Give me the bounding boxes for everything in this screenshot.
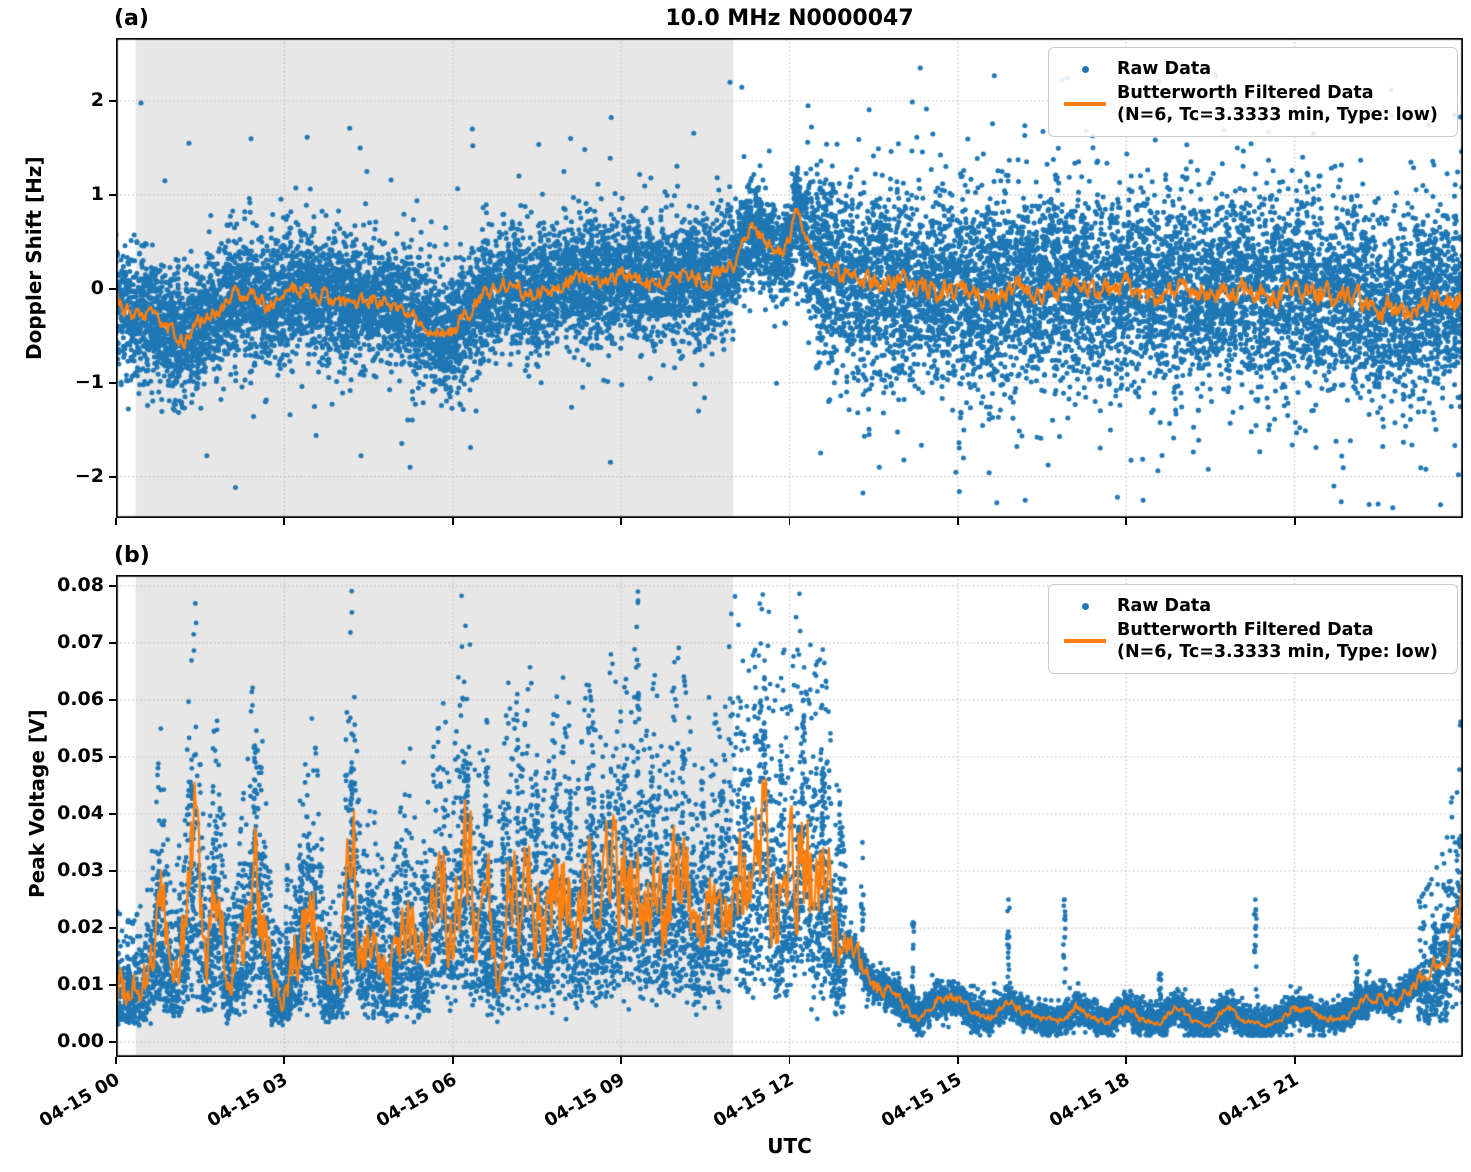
x-tick-label-text: 04-15 12 (709, 1069, 797, 1132)
y-tick-mark (109, 100, 116, 102)
y-tick-mark (109, 927, 116, 929)
x-tick-mark (1293, 1057, 1296, 1064)
legend-b: Raw Data Butterworth Filtered Data (N=6,… (1048, 584, 1458, 674)
y-tick-mark (109, 756, 116, 758)
x-tick-mark (620, 1057, 623, 1064)
y-tick-mark (109, 699, 116, 701)
y-tick-label: 0.07 (57, 630, 104, 653)
x-tick-mark (956, 518, 959, 525)
y-tick-label: 1 (90, 182, 104, 205)
x-tick-mark (1125, 518, 1128, 525)
x-tick-mark (788, 518, 791, 525)
y-tick-label: −2 (74, 464, 104, 487)
legend-item-raw-data: Raw Data (1059, 595, 1447, 617)
y-tick-label: 0.08 (57, 573, 104, 596)
x-axis-label: UTC (767, 1134, 812, 1158)
x-tick-mark (1293, 518, 1296, 525)
x-tick-label-text: 04-15 21 (1214, 1069, 1303, 1132)
legend-item-filtered-data: Butterworth Filtered Data (N=6, Tc=3.333… (1059, 619, 1447, 663)
y-tick-mark (109, 381, 116, 384)
x-tick-mark (115, 1057, 117, 1064)
x-tick-label-text: 04-15 18 (1046, 1069, 1134, 1132)
figure-title: 10.0 MHz N0000047 (665, 6, 914, 31)
y-tick-mark (109, 641, 116, 644)
y-tick-mark (109, 475, 116, 478)
y-tick-mark (109, 870, 116, 872)
legend-a: Raw Data Butterworth Filtered Data (N=6,… (1048, 47, 1458, 137)
y-tick-label: 0.00 (57, 1030, 104, 1053)
x-tick-mark (956, 1057, 959, 1064)
y-tick-label: 0.06 (57, 687, 104, 710)
x-tick-mark (283, 518, 286, 525)
y-tick-mark (109, 984, 116, 987)
panel-b-label: (b) (114, 543, 150, 568)
y-tick-mark (109, 1041, 116, 1044)
x-tick-mark (1125, 1057, 1128, 1064)
y-tick-mark (109, 193, 116, 196)
y-tick-label: 0.05 (57, 744, 104, 767)
y-tick-label: 0.02 (57, 916, 104, 939)
legend-raw-label: Raw Data (1117, 596, 1212, 616)
raw-data-dot-marker-icon (1081, 602, 1089, 610)
panel-a-label: (a) (114, 6, 149, 31)
x-tick-label-text: 04-15 03 (204, 1069, 292, 1132)
y-tick-label: 0.03 (57, 859, 104, 882)
y-tick-mark (109, 584, 116, 587)
filtered-data-line-marker-icon (1064, 639, 1106, 643)
legend-filtered-label: Butterworth Filtered Data (1117, 83, 1374, 103)
y-tick-label: −1 (74, 370, 104, 393)
x-tick-mark (620, 518, 623, 525)
x-tick-label-text: 04-15 00 (36, 1069, 124, 1132)
legend-filtered-sublabel: (N=6, Tc=3.3333 min, Type: low) (1117, 642, 1438, 662)
legend-raw-label: Raw Data (1117, 59, 1212, 79)
x-tick-label-text: 04-15 06 (372, 1069, 461, 1132)
x-tick-mark (451, 518, 454, 525)
legend-item-filtered-data: Butterworth Filtered Data (N=6, Tc=3.333… (1059, 82, 1447, 126)
legend-filtered-sublabel: (N=6, Tc=3.3333 min, Type: low) (1117, 105, 1438, 125)
y-tick-label: 0.01 (57, 973, 104, 996)
raw-data-dot-marker-icon (1081, 65, 1089, 73)
y-tick-label: 0 (90, 276, 104, 299)
y-tick-mark (109, 813, 116, 815)
y-tick-mark (109, 287, 116, 290)
x-tick-mark (283, 1057, 286, 1064)
x-tick-mark (788, 1057, 791, 1064)
x-tick-mark (115, 518, 117, 525)
legend-item-raw-data: Raw Data (1059, 58, 1447, 80)
legend-filtered-label: Butterworth Filtered Data (1117, 620, 1374, 640)
filtered-data-line-marker-icon (1064, 102, 1106, 106)
x-tick-mark (451, 1057, 454, 1064)
x-tick-label-text: 04-15 15 (877, 1069, 966, 1132)
y-tick-label: 2 (90, 88, 104, 111)
y-tick-label: 0.04 (57, 802, 104, 824)
x-tick-label-text: 04-15 09 (541, 1069, 629, 1132)
